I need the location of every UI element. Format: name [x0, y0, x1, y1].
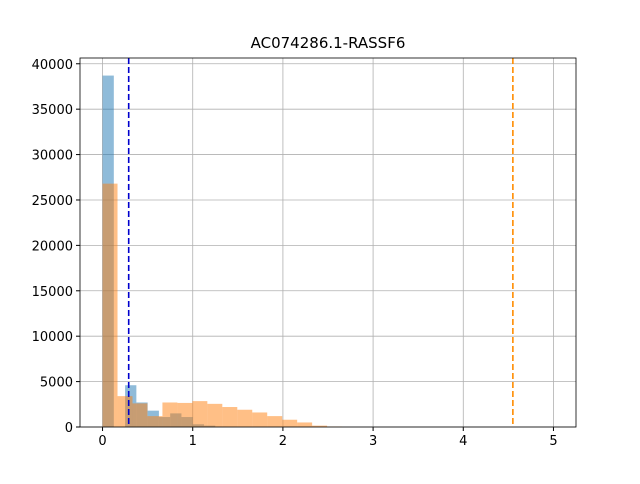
y-tick-label: 30000 [32, 149, 73, 164]
chart-title: AC074286.1-RASSF6 [251, 34, 406, 52]
x-tick-label: 4 [459, 434, 467, 449]
x-tick-label: 2 [279, 434, 287, 449]
y-tick-label: 5000 [40, 376, 73, 391]
x-tick-label: 0 [98, 434, 106, 449]
bar [282, 420, 297, 427]
bar [267, 416, 282, 427]
bar [103, 184, 118, 427]
bar [162, 402, 177, 427]
y-tick-label: 10000 [32, 330, 73, 345]
bar [118, 396, 133, 427]
bar [222, 407, 237, 427]
x-tick-label: 5 [549, 434, 557, 449]
bar [252, 412, 267, 427]
bar [237, 410, 252, 427]
plot-frame [80, 58, 576, 427]
x-tick-label: 1 [189, 434, 197, 449]
bar [147, 416, 162, 427]
y-tick-label: 0 [65, 421, 73, 436]
bar [177, 403, 192, 427]
y-tick-label: 15000 [32, 285, 73, 300]
y-tick-label: 20000 [32, 239, 73, 254]
y-tick-label: 40000 [32, 58, 73, 73]
bar [297, 422, 312, 427]
bar [132, 403, 147, 427]
bar [207, 404, 222, 427]
y-tick-label: 35000 [32, 103, 73, 118]
x-tick-label: 3 [369, 434, 377, 449]
bar [192, 401, 207, 427]
y-tick-label: 25000 [32, 194, 73, 209]
